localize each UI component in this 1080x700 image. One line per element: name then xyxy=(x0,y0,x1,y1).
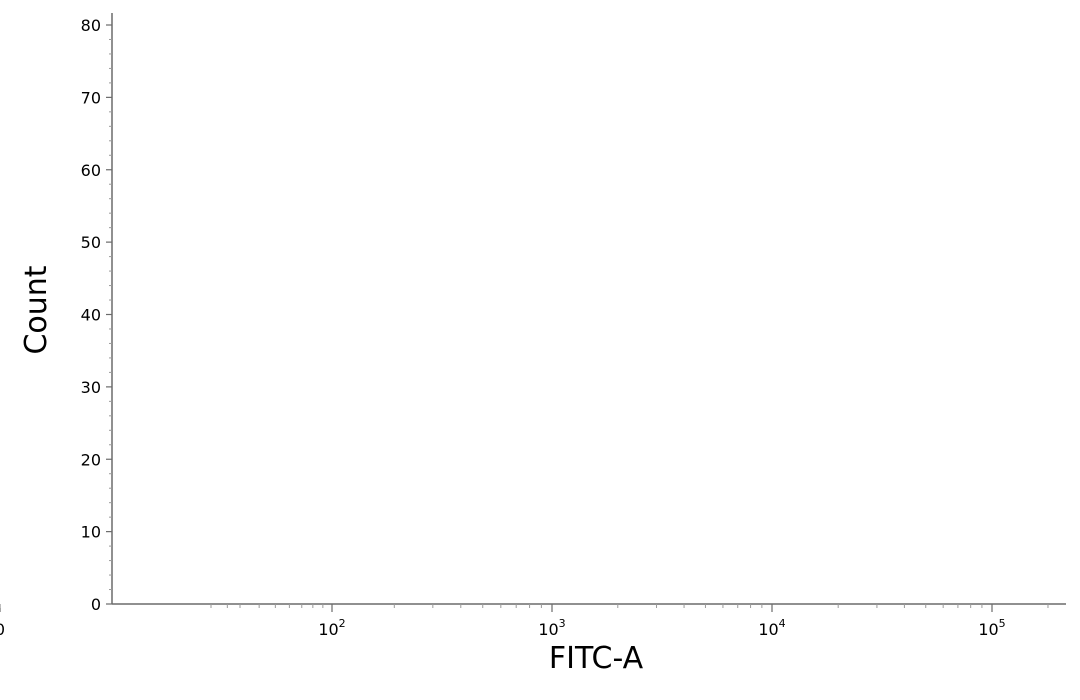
y-tick-label: 20 xyxy=(81,450,101,469)
x-tick-label: 105 xyxy=(978,617,1005,639)
y-axis-title: Count xyxy=(19,265,54,354)
y-tick-label: 50 xyxy=(81,233,101,252)
x-tick-label: 0 xyxy=(0,620,5,639)
y-tick-label: 30 xyxy=(81,378,101,397)
y-tick-label: 0 xyxy=(91,595,101,614)
x-axis-title: FITC-A xyxy=(549,641,644,676)
axis-layer: 0 10 20 30 40 50 60 70 80 0 102 103 104 105 xyxy=(0,13,1066,639)
x-tick-label: 104 xyxy=(758,617,785,639)
y-tick-label: 70 xyxy=(81,88,101,107)
y-tick-label: 80 xyxy=(81,16,101,35)
x-tick-label: 103 xyxy=(538,617,565,639)
y-tick-label: 60 xyxy=(81,161,101,180)
x-tick-label: 102 xyxy=(318,617,345,639)
y-tick-label: 10 xyxy=(81,523,101,542)
y-tick-label: 40 xyxy=(81,306,101,325)
